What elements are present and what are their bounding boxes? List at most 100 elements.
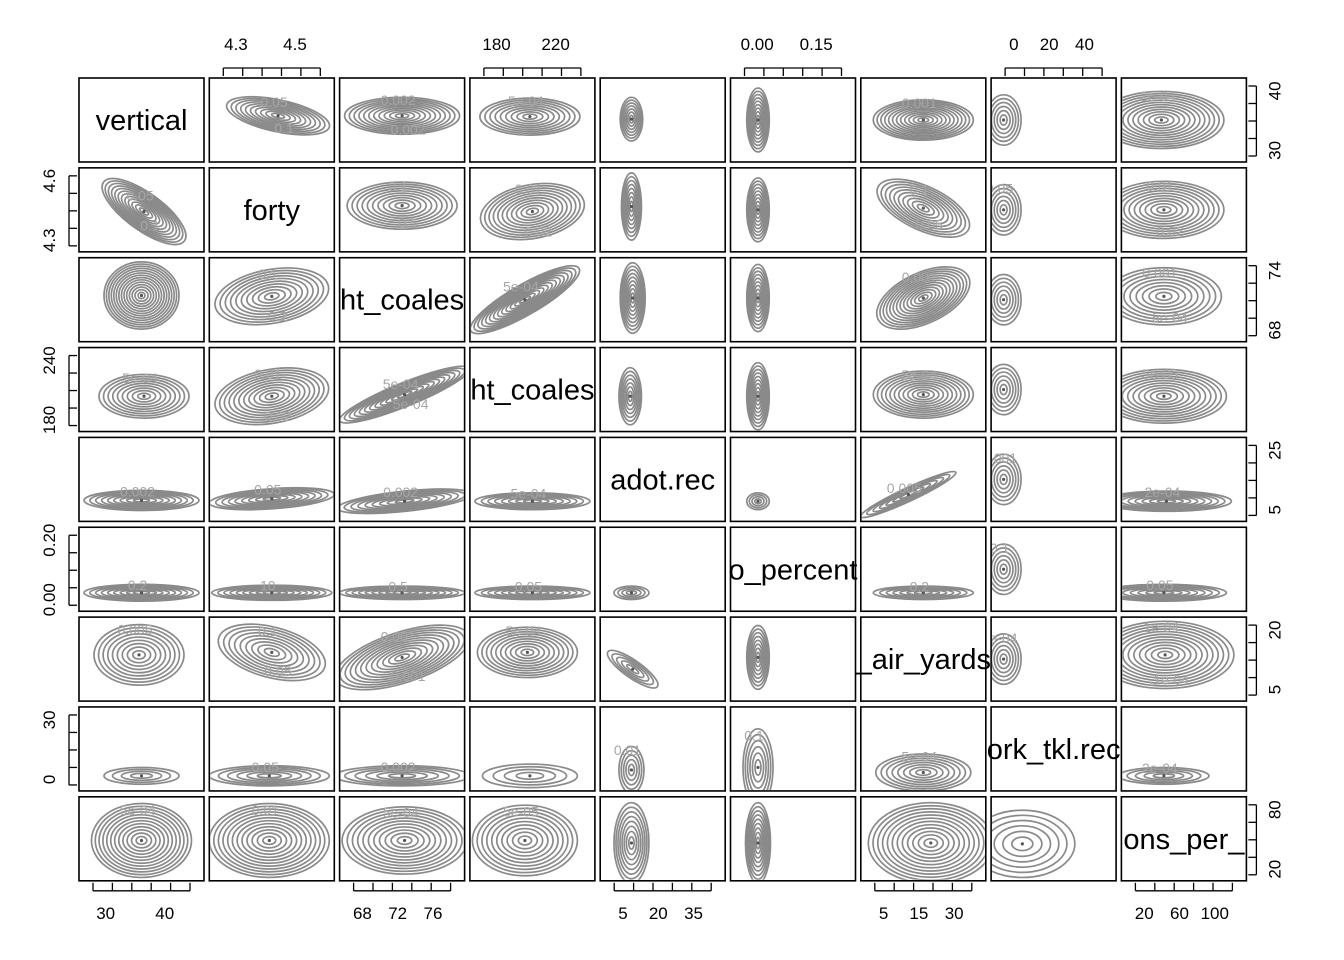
- density-peak: [400, 591, 404, 595]
- contour-label: 0.02: [1156, 223, 1183, 239]
- contour-line: [1122, 377, 1207, 416]
- contour-line: [876, 807, 985, 879]
- contour-line: [623, 272, 643, 324]
- contours: 5e-04: [474, 486, 591, 511]
- contour-line: [902, 284, 944, 313]
- contour-line: [115, 272, 168, 319]
- contour-line: [996, 559, 1011, 580]
- contour-line: [993, 644, 1014, 674]
- contour-line: [992, 453, 1022, 506]
- panel-r2-c1: 0.10.20.1: [208, 256, 336, 343]
- contour-line: [1122, 269, 1217, 323]
- contour-line: [515, 497, 550, 505]
- contour-line: [494, 635, 560, 670]
- contour-line: [371, 192, 433, 220]
- panel-r0-c3: 5e-04: [469, 77, 596, 163]
- contour-line: [112, 269, 171, 322]
- density-peak: [1020, 842, 1024, 846]
- contour-line: [257, 288, 286, 304]
- contour-line: [510, 108, 550, 125]
- contour-line: [496, 192, 568, 232]
- contour-line: [896, 761, 950, 784]
- contour-line: [992, 809, 1076, 879]
- contour-line: [356, 814, 453, 867]
- contour-line: [119, 588, 164, 597]
- contour-line: [755, 836, 761, 850]
- contour-line: [996, 379, 1011, 400]
- contour-line: [221, 489, 323, 509]
- panel-r6-c7: 5e-04: [990, 616, 1117, 702]
- contours: 0.01 0.02: [1122, 178, 1225, 240]
- density-peak: [1002, 387, 1006, 392]
- contour-line: [1122, 630, 1214, 680]
- contour-line: [625, 758, 638, 782]
- contour-line: [884, 376, 962, 414]
- contour-line: [130, 832, 153, 849]
- contours: [606, 649, 659, 689]
- contour-line: [615, 806, 648, 880]
- contour-line: [1148, 288, 1180, 305]
- contour-line: [865, 473, 951, 516]
- panel-r7-c6: 5e-04: [859, 706, 987, 792]
- contour-label: 0.1: [744, 728, 764, 744]
- tick-label: 100: [1201, 904, 1229, 923]
- contour-line: [745, 491, 771, 511]
- bottom-axis-col6: 5 15 30: [874, 882, 973, 923]
- tick-label: 180: [40, 406, 59, 434]
- contour-line: [906, 197, 940, 219]
- panel-r7-c0: [78, 706, 205, 792]
- contour-line: [993, 554, 1014, 584]
- contours: 5e-04: [872, 367, 975, 419]
- contour-line: [504, 106, 555, 127]
- contour-line: [256, 832, 283, 849]
- panel-r3-c4: [599, 346, 727, 433]
- contour-line: [1122, 625, 1225, 685]
- contour-line: [214, 267, 330, 326]
- contour-line: [754, 758, 762, 776]
- contour-label: 0.1: [388, 178, 408, 194]
- panel-r0-c7: [990, 77, 1117, 163]
- density-peak: [137, 653, 141, 657]
- density-peak: [921, 591, 925, 595]
- contour-label: 5e-04: [1152, 309, 1188, 325]
- contour-line: [108, 265, 175, 326]
- contour-line: [754, 110, 762, 130]
- panel-r1-c1: forty: [208, 167, 336, 253]
- panel-frame: [859, 706, 987, 792]
- contour-label: 5e-04: [901, 749, 937, 765]
- contour-line: [1134, 769, 1194, 782]
- left-axis-row3: 180 240: [40, 346, 77, 434]
- contour-label: 5e-05: [503, 803, 539, 819]
- panel-r5-c4: [599, 526, 727, 613]
- contour-line: [235, 99, 321, 133]
- panel-r5-c1: 10: [208, 526, 336, 613]
- contour-line: [1122, 187, 1210, 233]
- tick-label: 0: [1009, 35, 1018, 54]
- tick-label: 20: [649, 904, 668, 923]
- contour-line: [1122, 583, 1228, 603]
- right-axis-row4: 5 25: [1248, 441, 1284, 517]
- density-peak: [1159, 118, 1163, 122]
- contour-line: [627, 763, 636, 777]
- contour-line: [123, 278, 160, 313]
- contour-line: [126, 829, 157, 852]
- density-peak: [631, 667, 635, 671]
- contour-line: [490, 633, 565, 672]
- contour-line: [129, 772, 154, 780]
- panel-r2-c7: [990, 256, 1117, 343]
- contours: [992, 93, 1022, 147]
- panel-r4-c2: 0.002: [338, 436, 466, 523]
- contour-line: [1122, 620, 1235, 690]
- contour-line: [264, 392, 280, 401]
- contour-line: [351, 811, 458, 870]
- contour-line: [1122, 491, 1226, 512]
- panel-r6-c8: 1e-04 1e-04: [1120, 616, 1248, 702]
- contour-line: [895, 108, 951, 132]
- contour-label: 0.001: [391, 668, 426, 684]
- contour-line: [1011, 836, 1034, 852]
- tick-label: 30: [40, 710, 59, 729]
- contour-line: [504, 640, 551, 665]
- contour-label: 5e-04: [505, 623, 541, 639]
